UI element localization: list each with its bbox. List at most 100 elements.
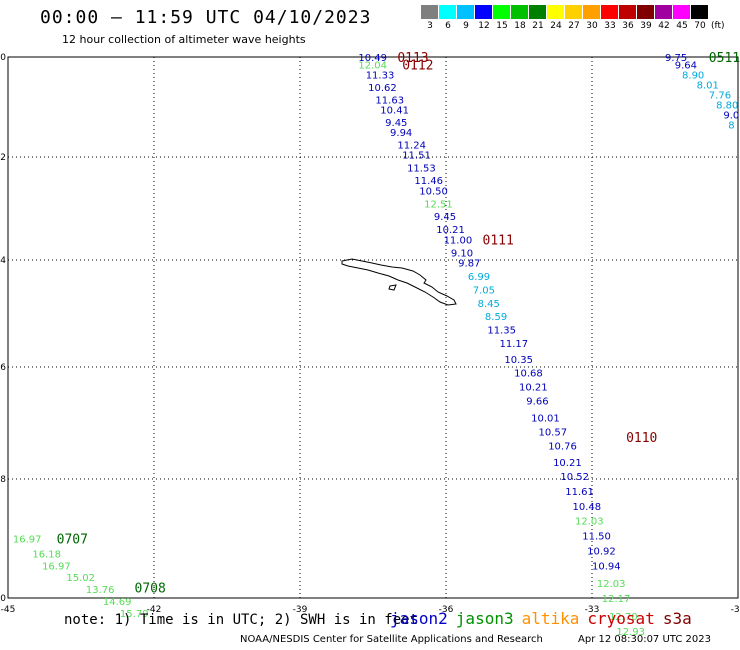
legend-label: 18 bbox=[514, 21, 526, 31]
legend-label: 45 bbox=[676, 21, 688, 31]
swh-data-label: 12.17 bbox=[602, 594, 631, 605]
pass-label: 0708 bbox=[135, 581, 166, 596]
legend-label: 12 bbox=[478, 21, 490, 31]
swh-data-label: 11.51 bbox=[402, 151, 431, 162]
swh-data-label: 10.52 bbox=[560, 472, 589, 483]
swh-data-label: 10.94 bbox=[592, 561, 621, 572]
footer-note: note: 1) Time is in UTC; 2) SWH is in fe… bbox=[64, 612, 419, 628]
legend-swatch bbox=[475, 5, 493, 19]
satellite-jason3: jason3 bbox=[455, 609, 514, 628]
legend-swatch bbox=[511, 5, 529, 19]
legend-swatch bbox=[673, 5, 691, 19]
swh-data-label: 11.46 bbox=[414, 176, 443, 187]
y-tick-label: -58 bbox=[0, 475, 6, 485]
legend-swatch bbox=[655, 5, 673, 19]
swh-data-label: 11.63 bbox=[375, 96, 404, 107]
satellite-cryosat: cryosat bbox=[587, 609, 655, 628]
x-tick-label: -39 bbox=[293, 605, 308, 615]
swh-data-label: 10.21 bbox=[553, 458, 582, 469]
swh-data-label: 8.90 bbox=[682, 71, 704, 82]
pass-label: 0112 bbox=[402, 59, 433, 74]
x-tick-label: -42 bbox=[147, 605, 162, 615]
legend-swatch bbox=[421, 5, 439, 19]
swh-data-label: 11.33 bbox=[366, 71, 395, 82]
legend-swatch bbox=[637, 5, 655, 19]
legend-swatch bbox=[601, 5, 619, 19]
pass-label: 0113 bbox=[397, 51, 428, 66]
color-legend-labels: 3 6 9 12 15 18 21 24 27 30 33 36 39 42 45 70 bbox=[421, 21, 709, 31]
swh-data-label: 12.93 bbox=[616, 627, 645, 638]
credit-text: NOAA/NESDIS Center for Satellite Applica… bbox=[240, 634, 543, 645]
legend-label: 36 bbox=[622, 21, 634, 31]
swh-data-label: 12.70 bbox=[609, 612, 638, 623]
swh-data-label: 9.10 bbox=[451, 248, 473, 259]
swh-data-label: 10.48 bbox=[573, 502, 602, 513]
y-tick-label: -56 bbox=[0, 363, 6, 373]
swh-data-label: 10.41 bbox=[380, 106, 409, 117]
x-tick-label: -36 bbox=[439, 605, 454, 615]
swh-data-label: 12.04 bbox=[358, 61, 387, 72]
legend-label: 70 bbox=[694, 21, 706, 31]
swh-data-label: 11.35 bbox=[487, 326, 516, 337]
legend-unit: (ft) bbox=[711, 21, 725, 31]
legend-swatch bbox=[583, 5, 601, 19]
swh-data-label: 7.05 bbox=[473, 285, 495, 296]
swh-data-label: 14.69 bbox=[103, 597, 132, 608]
legend-swatch bbox=[565, 5, 583, 19]
swh-data-label: 11.53 bbox=[407, 163, 436, 174]
swh-data-label: 10.35 bbox=[504, 355, 533, 366]
legend-label: 42 bbox=[658, 21, 670, 31]
pass-label: 0111 bbox=[483, 233, 514, 248]
swh-data-label: 15.79 bbox=[120, 609, 149, 620]
plot-frame bbox=[7, 56, 739, 599]
satellite-legend: jason2 jason3 altika cryosat s3a bbox=[390, 609, 700, 628]
satellite-altika: altika bbox=[521, 609, 580, 628]
swh-data-label: 10.49 bbox=[358, 53, 387, 64]
swh-data-label: 12.03 bbox=[575, 517, 604, 528]
y-tick-label: -54 bbox=[0, 256, 6, 266]
legend-swatch bbox=[547, 5, 565, 19]
legend-label: 21 bbox=[532, 21, 544, 31]
legend-swatch bbox=[439, 5, 457, 19]
swh-data-label: 9.75 bbox=[665, 53, 687, 64]
color-legend bbox=[421, 5, 709, 19]
swh-data-label: 16.97 bbox=[42, 561, 71, 572]
legend-swatch bbox=[691, 5, 709, 19]
south-georgia-island bbox=[341, 258, 457, 306]
swh-data-label: 9.0 bbox=[723, 111, 739, 122]
swh-data-label: 15.02 bbox=[66, 573, 95, 584]
axis-ticks: -45 -42 -39 -36 -33 -30 -50 -52 -54 -56 -58 -60 bbox=[0, 53, 740, 615]
swh-data-label: 10.01 bbox=[531, 413, 560, 424]
swh-data-label: 8.59 bbox=[485, 312, 507, 323]
swh-data-label: 8.01 bbox=[697, 81, 719, 92]
swh-data-label: 10.50 bbox=[419, 186, 448, 197]
swh-data-label: 9.94 bbox=[390, 128, 412, 139]
pass-label: 0511 bbox=[709, 51, 740, 66]
legend-label: 39 bbox=[640, 21, 652, 31]
swh-data-label: 10.62 bbox=[368, 83, 397, 94]
y-tick-label: -50 bbox=[0, 53, 6, 63]
swh-data-label: 11.24 bbox=[397, 141, 426, 152]
swh-data-label: 8.80 bbox=[716, 101, 738, 112]
swh-data-label: 16.97 bbox=[13, 535, 42, 546]
swh-data-label: 9.45 bbox=[385, 118, 407, 129]
pass-label: 0707 bbox=[57, 533, 88, 548]
legend-swatch bbox=[529, 5, 547, 19]
satellite-s3a: s3a bbox=[662, 609, 692, 628]
swh-data-label: 8 bbox=[728, 121, 734, 132]
chart-title: 00:00 – 11:59 UTC 04/10/2023 bbox=[40, 7, 372, 28]
swh-data-label: 10.92 bbox=[587, 546, 616, 557]
chart-subtitle: 12 hour collection of altimeter wave hei… bbox=[62, 33, 306, 46]
swh-data-label: 10.76 bbox=[548, 441, 577, 452]
legend-label: 9 bbox=[463, 21, 469, 31]
swh-data-label: 11.00 bbox=[444, 235, 473, 246]
legend-swatch bbox=[619, 5, 637, 19]
legend-label: 33 bbox=[604, 21, 616, 31]
satellite-jason2: jason2 bbox=[390, 609, 448, 628]
swh-data-label: 11.61 bbox=[565, 487, 594, 498]
pass-label: 0110 bbox=[626, 431, 657, 446]
generated-time: Apr 12 08:30:07 UTC 2023 bbox=[578, 634, 711, 645]
legend-label: 24 bbox=[550, 21, 562, 31]
